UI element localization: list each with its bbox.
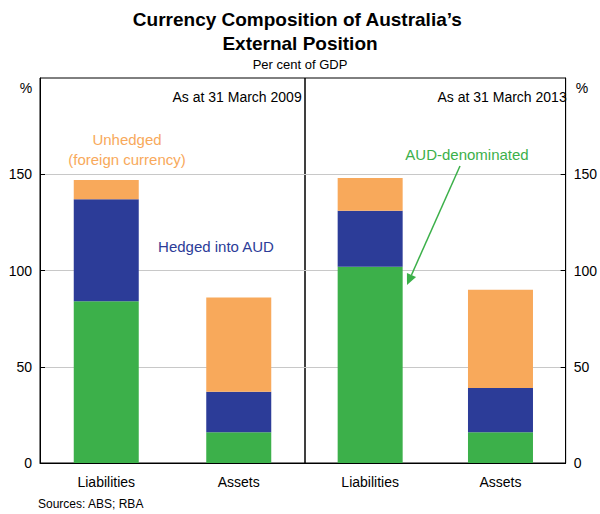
svg-text:External Position: External Position [222,33,377,54]
svg-text:As at 31 March 2009: As at 31 March 2009 [172,89,301,105]
svg-text:150: 150 [9,166,33,182]
svg-text:Currency Composition of Austra: Currency Composition of Australia’s [133,9,467,30]
svg-text:Hedged into AUD: Hedged into AUD [158,238,274,255]
svg-text:0: 0 [24,455,32,471]
svg-text:%: % [576,80,588,96]
svg-text:AUD-denominated: AUD-denominated [405,146,528,163]
svg-text:0: 0 [574,455,582,471]
svg-text:100: 100 [9,263,33,279]
svg-text:50: 50 [16,359,32,375]
svg-text:50: 50 [574,359,590,375]
svg-text:Unhedged: Unhedged [92,131,161,148]
svg-text:Liabilities: Liabilities [341,474,399,490]
svg-text:Liabilities: Liabilities [77,474,135,490]
svg-text:%: % [20,80,32,96]
svg-text:100: 100 [574,263,598,279]
svg-text:150: 150 [574,166,598,182]
svg-text:Sources: ABS; RBA: Sources: ABS; RBA [38,497,143,511]
svg-text:Assets: Assets [479,474,521,490]
svg-text:As at 31 March 2013: As at 31 March 2013 [437,89,566,105]
svg-text:Per cent of GDP: Per cent of GDP [253,57,348,72]
svg-text:(foreign currency): (foreign currency) [68,151,186,168]
svg-text:Assets: Assets [218,474,260,490]
